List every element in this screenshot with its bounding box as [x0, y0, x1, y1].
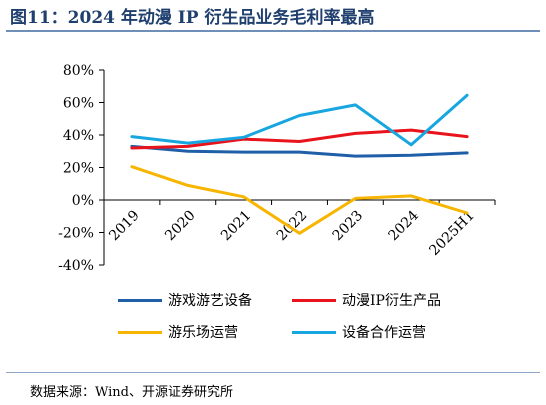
chart-series [130, 93, 469, 235]
x-tick-label: 2023 [330, 208, 367, 245]
y-tick-label: 20% [63, 161, 94, 177]
series-line-0 [130, 144, 469, 158]
legend-item-2: 游乐场运营 [118, 322, 238, 342]
x-tick-label: 2024 [386, 207, 423, 244]
y-tick-label: 80% [63, 63, 94, 79]
legend-label-3: 设备合作运营 [342, 325, 426, 341]
legend-swatch-0 [118, 298, 162, 302]
title-rule [6, 30, 540, 32]
y-tick-label: 60% [63, 96, 94, 112]
y-tick-label: -40% [58, 258, 94, 274]
x-tick-label: 2022 [274, 208, 311, 245]
y-tick-label: -20% [58, 226, 94, 242]
y-tick-label: 40% [63, 128, 94, 144]
legend-item-1: 动漫IP衍生产品 [292, 290, 441, 310]
legend-item-0: 游戏游艺设备 [118, 290, 252, 310]
y-tick-label: 0% [72, 193, 94, 209]
series-line-1 [130, 128, 469, 150]
legend-item-3: 设备合作运营 [292, 322, 426, 342]
series-line-3 [130, 93, 469, 147]
chart-axes: 80% 60% 40% 20% 0% -20% -40% 2019 2020 2021 2022 20… [58, 63, 496, 274]
legend-label-0: 游戏游艺设备 [168, 293, 252, 309]
legend-swatch-2 [118, 330, 162, 334]
legend-swatch-3 [292, 330, 336, 334]
series-line-2 [130, 165, 469, 235]
x-tick-label: 2019 [106, 208, 143, 245]
x-tick-label: 2020 [162, 208, 199, 245]
figure-title: 图11：2024 年动漫 IP 衍生品业务毛利率最高 [10, 8, 375, 28]
x-tick-label: 2025H1 [426, 208, 477, 259]
source-rule [6, 372, 540, 373]
line-chart: 80% 60% 40% 20% 0% -20% -40% 2019 2020 2021 2022 20… [58, 63, 496, 274]
legend-label-2: 游乐场运营 [168, 325, 238, 341]
legend-swatch-1 [292, 298, 336, 302]
source-note: 数据来源：Wind、开源证券研究所 [30, 385, 233, 400]
legend-label-1: 动漫IP衍生产品 [342, 293, 441, 309]
x-tick-label: 2021 [218, 208, 255, 245]
